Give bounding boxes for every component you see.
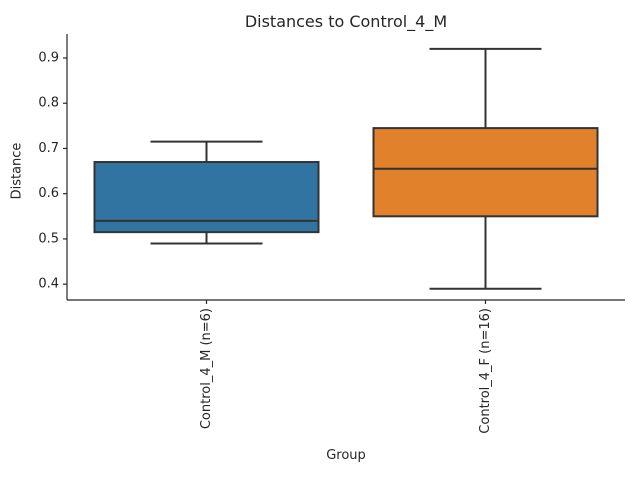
- y-tick-label: 0.7: [38, 141, 59, 156]
- chart-title: Distances to Control_4_M: [244, 12, 448, 31]
- y-tick-label: 0.6: [38, 186, 59, 201]
- y-tick-label: 0.5: [38, 231, 59, 246]
- x-tick-label: Control_4_M (n=6): [199, 308, 214, 429]
- x-axis-label: Group: [326, 448, 366, 463]
- x-tick-label: Control_4_F (n=16): [478, 308, 493, 434]
- y-tick-label: 0.8: [38, 96, 59, 111]
- boxplot-box: [372, 127, 599, 218]
- y-tick-label: 0.4: [38, 277, 59, 292]
- y-tick-label: 0.9: [38, 50, 59, 65]
